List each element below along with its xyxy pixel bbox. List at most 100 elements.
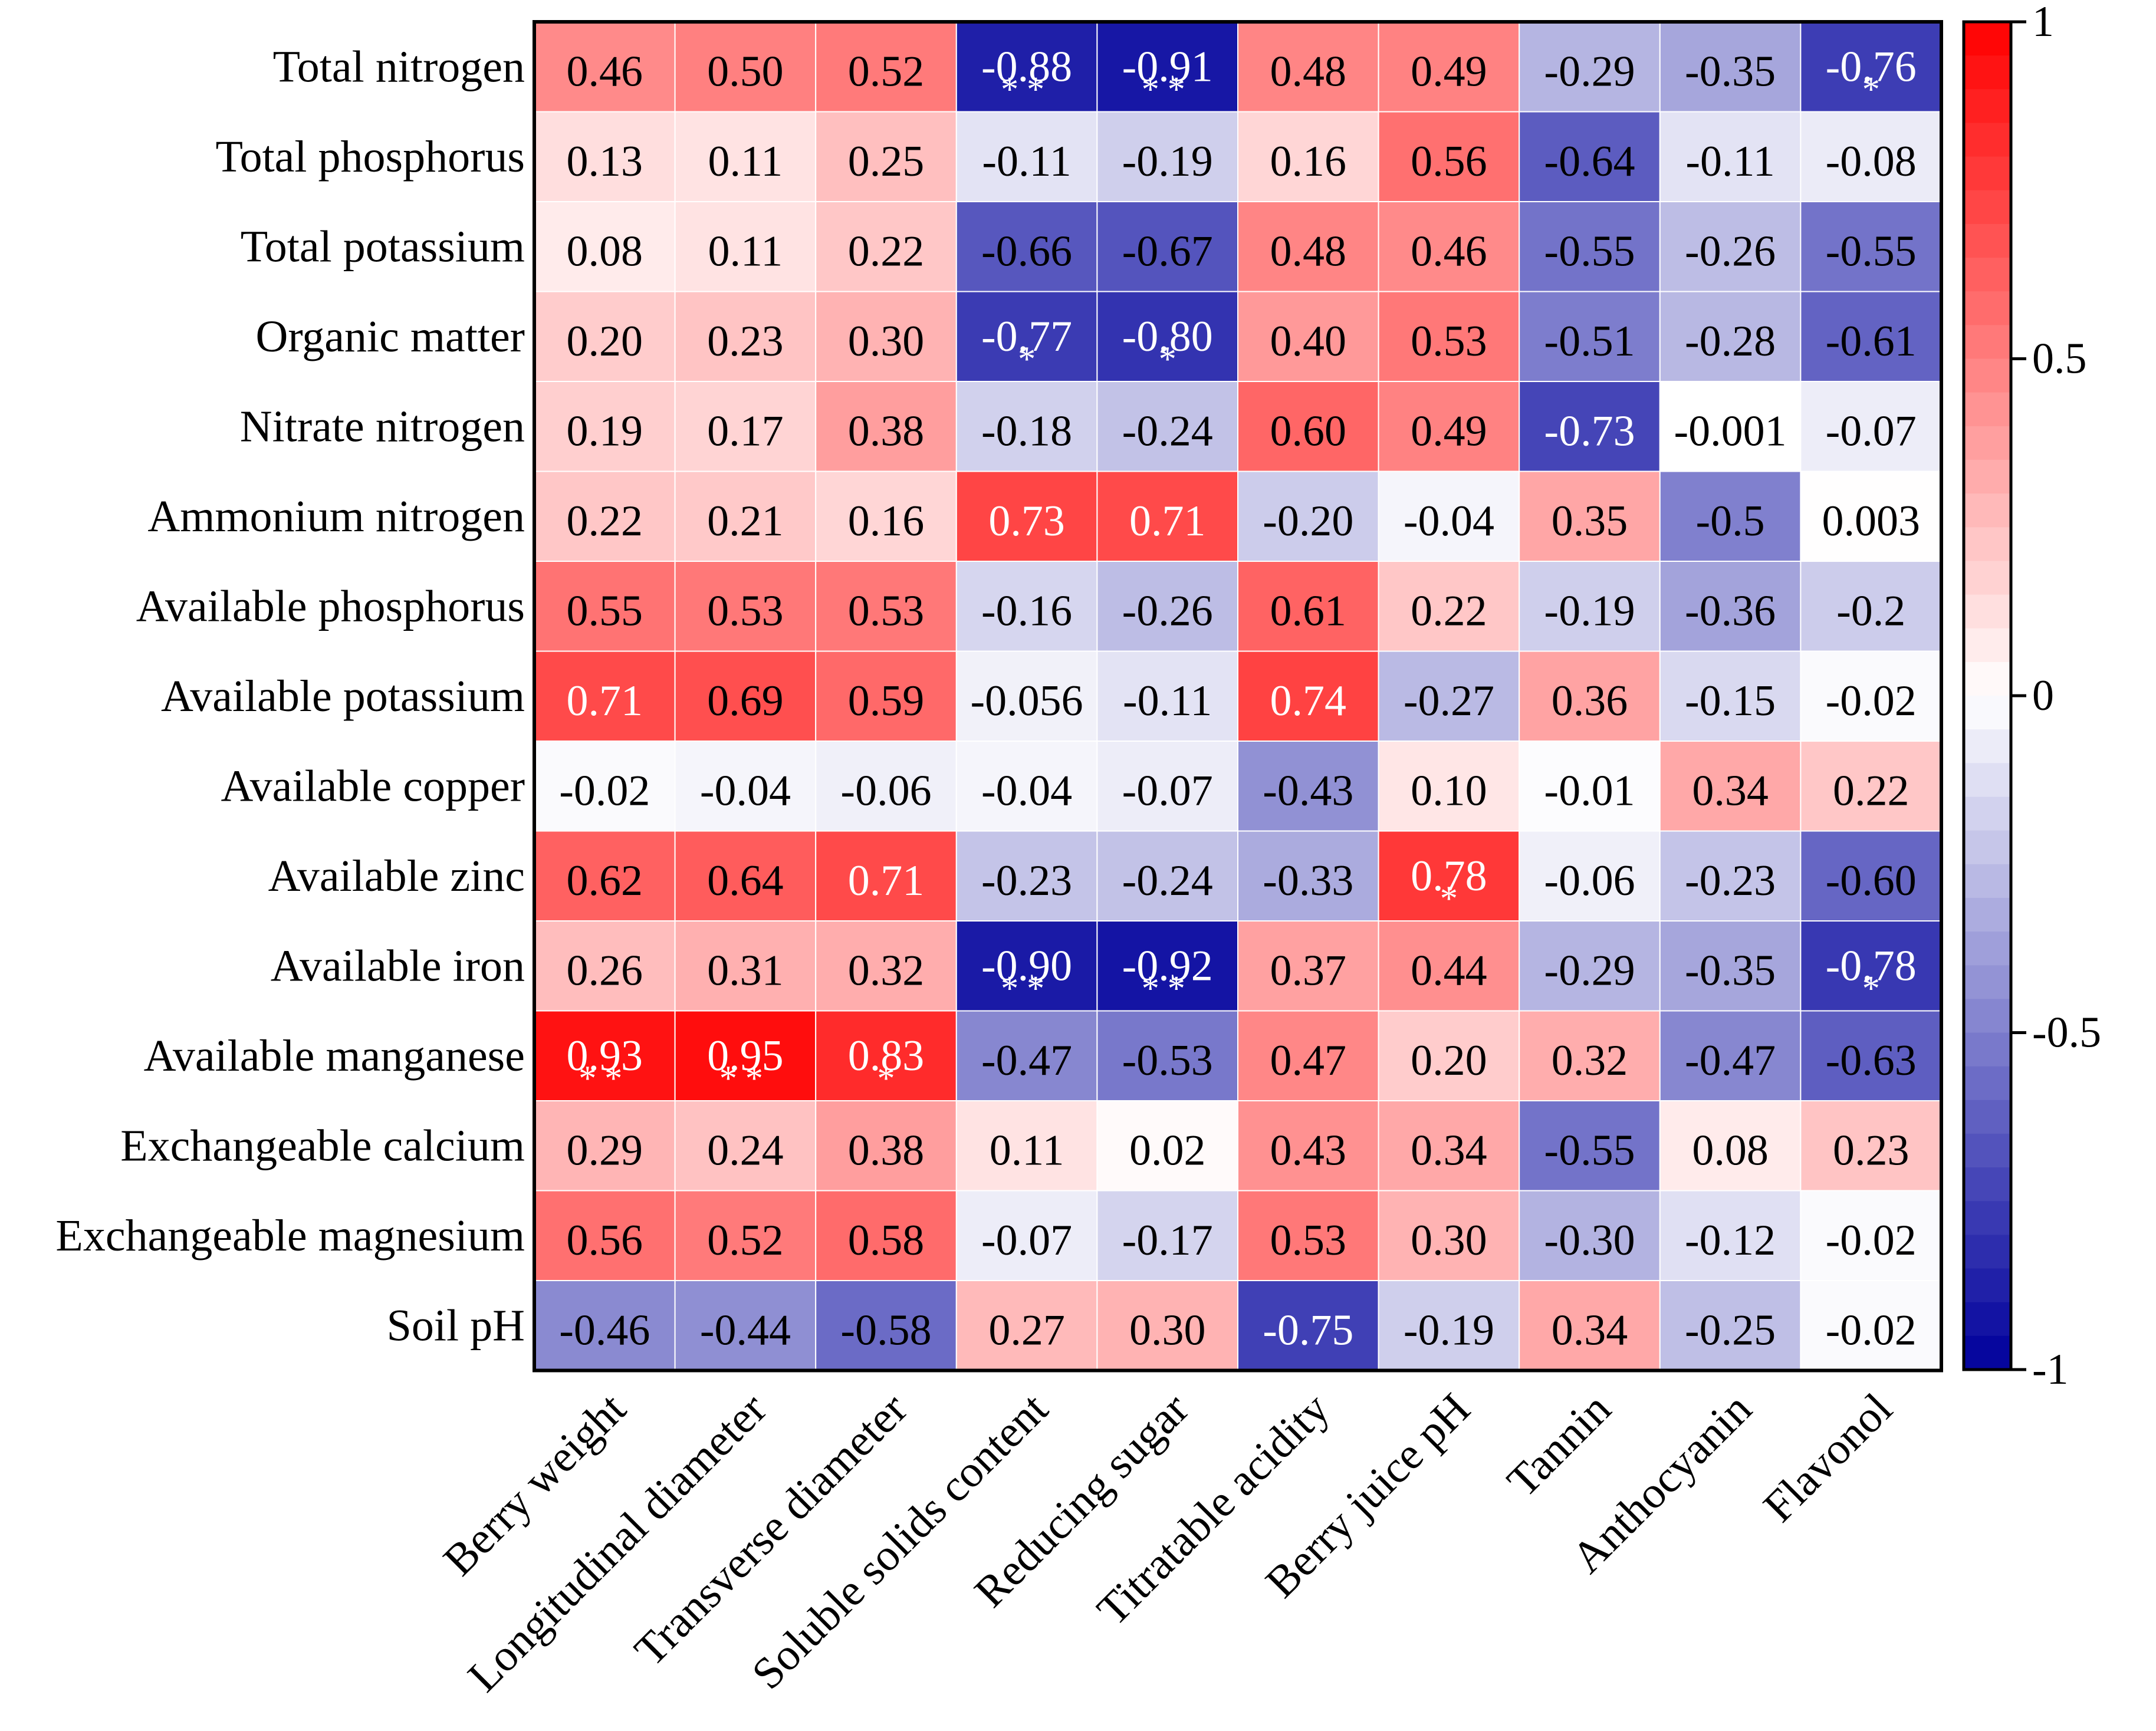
cell-value-label: 0.53 (707, 587, 784, 635)
colorbar-tick-label: 1 (2032, 0, 2054, 46)
cell-value-label: -0.90 (981, 942, 1072, 990)
cell-value-label: 0.08 (1692, 1126, 1769, 1174)
cell-value-label: -0.23 (1685, 857, 1776, 905)
colorbar-band (1964, 628, 2011, 663)
heatmap-cell (1096, 650, 1239, 742)
colorbar-band (1964, 1235, 2011, 1269)
heatmap-cell (534, 830, 676, 922)
heatmap-cell (1378, 111, 1520, 202)
heatmap-cell (955, 291, 1098, 382)
heatmap-cell (674, 1190, 817, 1281)
heatmap-cell (1378, 920, 1520, 1012)
colorbar-band (1964, 594, 2011, 629)
cell-value-label: 0.32 (1552, 1036, 1628, 1085)
heatmap-cell (1800, 561, 1942, 652)
colorbar-band (1964, 897, 2011, 932)
heatmap-cell (1519, 381, 1661, 472)
cell-value-label: -0.04 (981, 766, 1072, 815)
heatmap-cell (955, 920, 1098, 1012)
heatmap-cell (534, 1100, 676, 1192)
heatmap-cell (815, 650, 957, 742)
cell-value-label: 0.23 (707, 317, 784, 366)
cell-value-label: 0.93 (567, 1032, 643, 1080)
heatmap-cell (1378, 1100, 1520, 1192)
heatmap-cell (674, 1280, 817, 1371)
colorbar-band (1964, 729, 2011, 764)
colorbar-band (1964, 1032, 2011, 1067)
cell-value-label: -0.58 (840, 1306, 931, 1354)
cell-value-label: -0.06 (840, 766, 931, 815)
heatmap-cell (815, 111, 957, 202)
heatmap-cell (955, 21, 1098, 113)
colorbar-band (1964, 1302, 2011, 1337)
cell-value-label: 0.78 (1411, 852, 1487, 900)
heatmap-cell (1519, 920, 1661, 1012)
row-label: Available iron (271, 941, 525, 990)
colorbar: 1 0.5 0 -0.5 -1 (1962, 0, 2101, 1394)
cell-value-label: -0.11 (982, 137, 1071, 186)
cell-value-label: 0.11 (990, 1126, 1064, 1174)
cell-value-label: 0.52 (707, 1216, 784, 1265)
cell-value-label: 0.50 (707, 47, 784, 96)
cell-value-label: 0.61 (1270, 587, 1347, 635)
significance-marker: ** (719, 1059, 771, 1098)
cell-value-label: -0.35 (1685, 47, 1776, 96)
cell-value-label: 0.49 (1411, 47, 1487, 96)
cell-value-label: -0.47 (981, 1036, 1072, 1085)
colorbar-band (1964, 1201, 2011, 1235)
cell-value-label: -0.16 (981, 587, 1072, 635)
heatmap-cell (1378, 21, 1520, 113)
heatmap-cell (815, 470, 957, 562)
heatmap-cell (955, 650, 1098, 742)
heatmap-cell (1800, 21, 1942, 113)
cell-value-label: -0.01 (1544, 766, 1635, 815)
heatmap-cell (1237, 291, 1379, 382)
heatmap-cell (1096, 291, 1239, 382)
heatmap-cell (955, 381, 1098, 472)
colorbar-tick-label: 0 (2032, 672, 2054, 720)
cell-value-label: 0.35 (1552, 497, 1628, 545)
colorbar-band (1964, 1335, 2011, 1370)
heatmap-border (533, 20, 1943, 1373)
row-label: Organic matter (255, 312, 525, 361)
heatmap-cell (1800, 741, 1942, 832)
cell-value-label: -0.08 (1826, 137, 1917, 186)
colorbar-band (1964, 325, 2011, 360)
cell-value-label: 0.34 (1552, 1306, 1628, 1354)
heatmap-cell (1659, 201, 1802, 292)
cell-value-label: 0.32 (848, 946, 925, 995)
colorbar-band (1964, 527, 2011, 561)
colorbar-band (1964, 223, 2011, 258)
colorbar-band (1964, 258, 2011, 292)
cell-value-label: 0.08 (567, 227, 643, 275)
cell-value-label: -0.75 (1263, 1306, 1353, 1354)
cell-value-label: 0.20 (567, 317, 643, 366)
cell-value-label: 0.60 (1270, 407, 1347, 455)
cell-value-label: 0.31 (707, 946, 784, 995)
cell-value-label: -0.35 (1685, 946, 1776, 995)
cell-value-label: 0.10 (1411, 766, 1487, 815)
cell-value-label: -0.25 (1685, 1306, 1776, 1354)
cell-value-label: -0.11 (1123, 677, 1212, 725)
heatmap-cell (815, 1190, 957, 1281)
heatmap-cell (674, 111, 817, 202)
cell-value-label: -0.80 (1122, 312, 1213, 361)
heatmap-cell (1800, 1010, 1942, 1101)
heatmap-cell (1519, 650, 1661, 742)
colorbar-band (1964, 123, 2011, 157)
heatmap-cell (1659, 1280, 1802, 1371)
cell-value-label: 0.25 (848, 137, 925, 186)
heatmap-cell (1519, 291, 1661, 382)
cell-value-label: 0.55 (567, 587, 643, 635)
colorbar-band (1964, 1066, 2011, 1101)
cell-value-label: 0.73 (988, 497, 1065, 545)
colorbar-band (1964, 55, 2011, 90)
cell-value-label: -0.66 (981, 227, 1072, 275)
heatmap-cell (1659, 21, 1802, 113)
cell-value-label: 0.11 (708, 227, 783, 275)
significance-marker: ** (1142, 969, 1194, 1008)
cell-value-label: 0.19 (567, 407, 643, 455)
heatmap-cell (1096, 1010, 1239, 1101)
heatmap-cell (815, 1280, 957, 1371)
